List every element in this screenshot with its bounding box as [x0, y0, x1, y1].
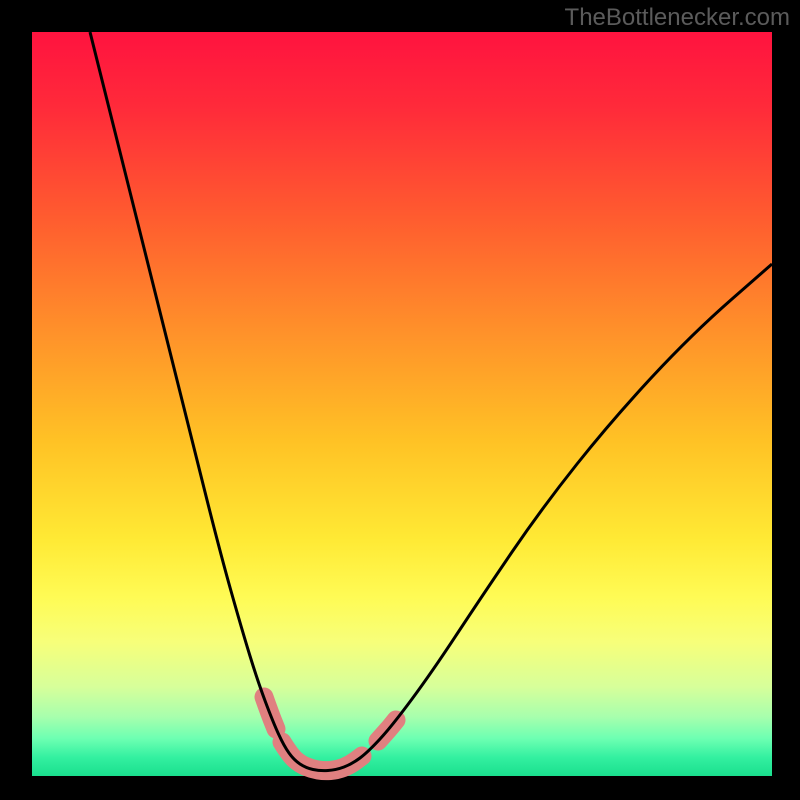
canvas: TheBottlenecker.com: [0, 0, 800, 800]
curve-svg: [32, 32, 772, 776]
v-curve: [90, 32, 772, 771]
plot-area: [32, 32, 772, 776]
watermark-text: TheBottlenecker.com: [565, 4, 790, 32]
highlight-segment: [282, 742, 362, 771]
highlight-group: [264, 697, 396, 771]
